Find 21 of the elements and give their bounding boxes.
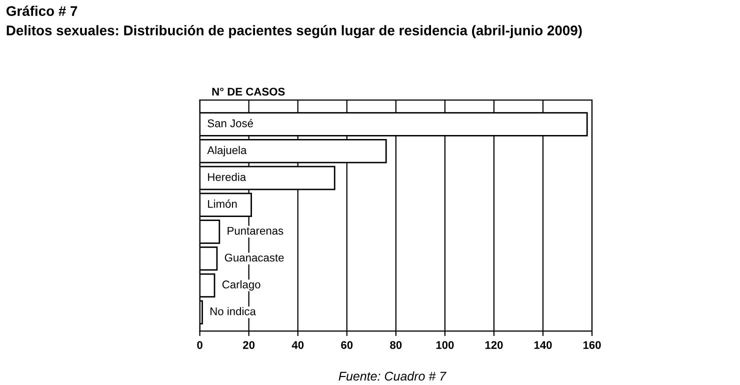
y-tick-label: Carlago [222, 280, 260, 291]
y-tick-label: San José [208, 118, 253, 128]
chart-subtitle: Delitos sexuales: Distribución de pacientes según lugar de residencia (abril-junio 2009) [6, 25, 582, 38]
y-tick-label: Alajuela [207, 146, 247, 156]
x-tick-label: 20 [243, 341, 255, 349]
x-tick-label: 40 [292, 341, 304, 349]
y-tick-label: Heredia [208, 172, 246, 181]
x-axis-title: N° DE CASOS [212, 88, 285, 96]
x-tick-label: 0 [197, 341, 202, 349]
x-tick-label: 160 [583, 341, 601, 349]
x-tick-label: 100 [436, 341, 454, 349]
y-tick-label: Limón [208, 200, 237, 208]
y-tick-label: Guanacaste [224, 254, 284, 262]
x-tick-label: 140 [534, 341, 552, 349]
y-tick-label: Puntarenas [228, 226, 284, 235]
y-tick-label: No indica [210, 307, 256, 316]
x-tick-label: 60 [341, 341, 353, 349]
text: Gráfico # 7 [6, 6, 78, 16]
x-tick-label: 120 [485, 341, 503, 349]
source-note: Fuente: Cuadro # 7 [338, 371, 446, 381]
x-tick-label: 80 [390, 341, 402, 349]
